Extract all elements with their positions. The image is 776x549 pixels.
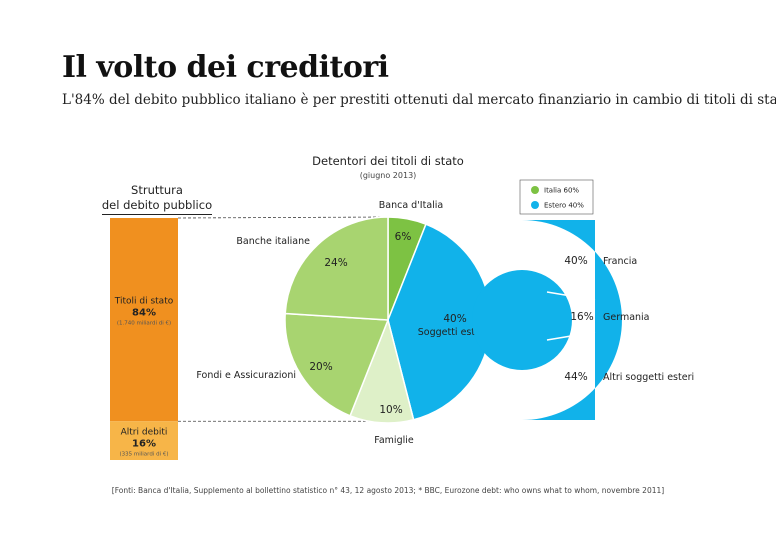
pie-value-soggetti-esteri: 40% (443, 313, 466, 325)
legend-label-estero-40: Estero 40% (544, 202, 584, 210)
legend-swatch-estero-40 (531, 201, 539, 209)
pie-slice-banche-italiane (284, 216, 389, 321)
holders-title: Detentori dei titoli di stato (312, 154, 464, 168)
chart-title: Il volto dei creditori (62, 50, 389, 85)
pie-value-famiglie: 10% (379, 404, 402, 416)
bar-label-titoli-di-stato: Titoli di stato (114, 296, 174, 306)
foreign-value-germania: 16% (570, 311, 593, 323)
debt-structure-heading: Struttura del debito pubblico (72, 183, 242, 215)
pie-value-fondi-e-assicurazioni: 20% (309, 361, 332, 373)
bar-note-titoli-di-stato: (1.740 miliardi di €) (117, 320, 171, 326)
foreign-value-altri-soggetti-esteri: 44% (564, 371, 587, 383)
foreign-breakdown-shape (472, 220, 622, 420)
bar-label-altri-debiti: Altri debiti (121, 428, 168, 438)
legend-label-italia-60: Italia 60% (544, 187, 579, 195)
legend-box (519, 179, 594, 215)
bar-segment-altri-debiti (110, 421, 178, 460)
foreign-value-francia: 40% (564, 255, 587, 267)
pie-value-banche-italiane: 24% (324, 257, 347, 269)
chart-subtitle: L'84% del debito pubblico italiano è per… (62, 92, 776, 108)
debt-structure-heading-line-1: Struttura (131, 183, 183, 197)
pie-label-famiglie: Famiglie (374, 435, 414, 446)
legend-swatch-italia-60 (531, 186, 539, 194)
pie-label-banche-italiane: Banche italiane (236, 236, 310, 247)
foreign-label-francia: Francia (603, 256, 637, 267)
foreign-label-altri-soggetti-esteri: Altri soggetti esteri (603, 372, 694, 383)
bar-note-altri-debiti: (335 miliardi di €) (119, 452, 168, 458)
pie-label-fondi-e-assicurazioni: Fondi e Assicurazioni (196, 370, 296, 381)
pie-value-banca-d-italia: 6% (395, 231, 412, 243)
pie-label-banca-d-italia: Banca d'Italia (379, 200, 444, 211)
foreign-label-germania: Germania (603, 312, 650, 323)
foreign-separator-1 (546, 291, 596, 301)
source-note: [Fonti: Banca d'Italia, Supplemento al b… (111, 486, 665, 495)
foreign-separator-2 (546, 331, 596, 341)
bar-value-titoli-di-stato: 84% (132, 307, 156, 318)
debt-structure-heading-line-2: del debito pubblico (101, 198, 213, 215)
bar-value-altri-debiti: 16% (132, 439, 156, 450)
bar-segment-titoli-di-stato (110, 218, 178, 422)
pie-label-soggetti-esteri: Soggetti esteri* (418, 327, 493, 338)
connector-top-line (177, 216, 389, 219)
holders-subtitle: (giugno 2013) (360, 171, 417, 180)
pie-slice-fondi-e-assicurazioni (284, 312, 390, 417)
